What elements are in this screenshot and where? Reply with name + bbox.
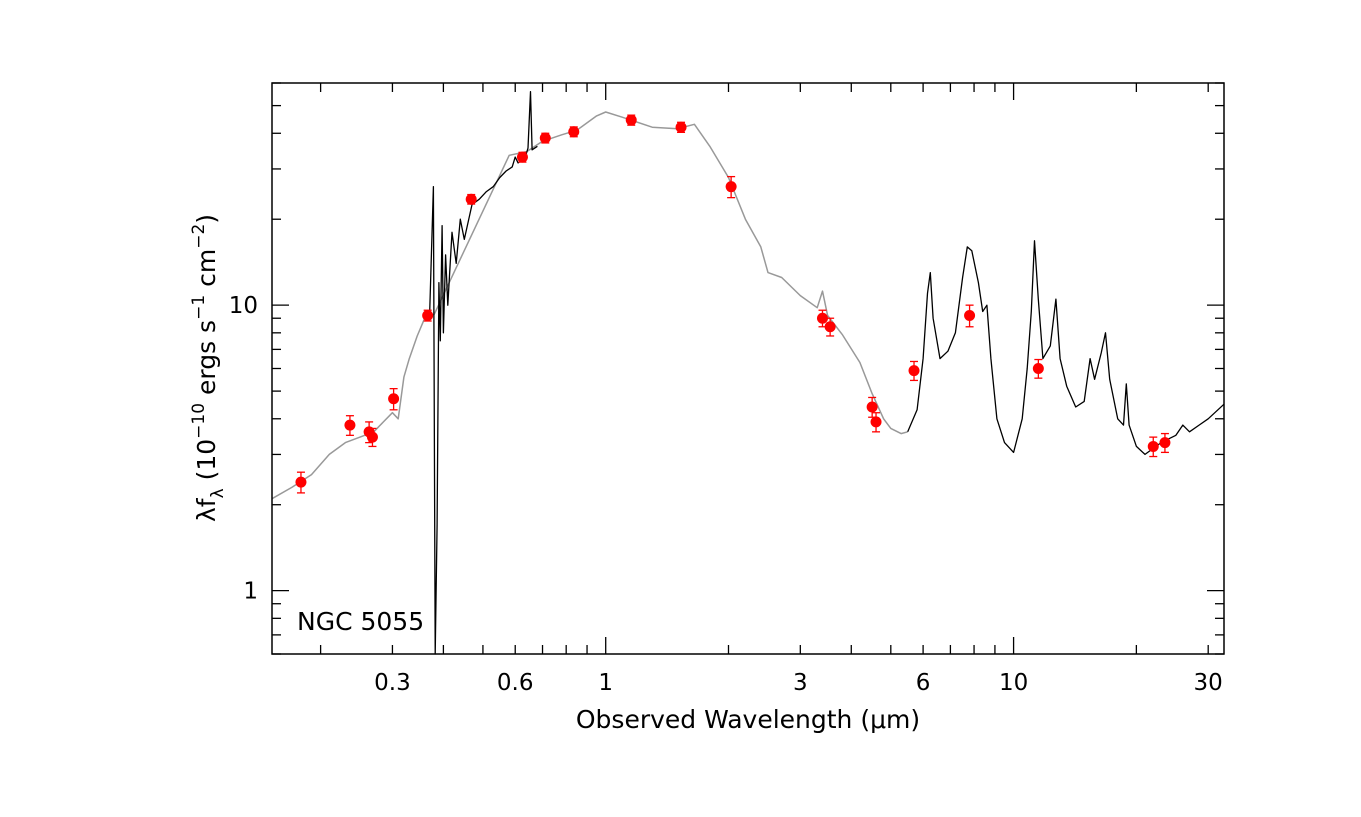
x-tick-label: 0.6 (497, 670, 534, 696)
y-label-cm: cm (192, 249, 221, 295)
model-layer (271, 111, 908, 500)
data-point (516, 151, 528, 163)
data-point (725, 175, 737, 199)
x-tick-label: 6 (916, 670, 931, 696)
data-point-marker (1147, 440, 1159, 452)
model-line (271, 111, 908, 500)
data-point-marker (964, 310, 976, 322)
x-tick-label: 1 (598, 670, 613, 696)
data-point (539, 132, 551, 144)
data-point-marker (824, 321, 836, 333)
data-point-marker (344, 419, 356, 431)
data-point-marker (422, 310, 434, 322)
y-label-exp1: −10 (189, 403, 209, 439)
x-axis-tick-labels: 0.3 0.6 1 3 6 10 30 (374, 670, 1223, 696)
data-point (1147, 436, 1159, 458)
data-point (870, 412, 882, 433)
y-label-mid: ergs s (192, 320, 221, 403)
data-point-marker (1032, 363, 1044, 374)
data-point-marker (625, 114, 637, 126)
y-axis-tick-labels: 1 10 (229, 293, 258, 605)
y-label-close: ) (192, 214, 221, 224)
y-axis-ticks (272, 82, 1224, 655)
data-point-marker (870, 416, 882, 428)
y-label-exp3: −2 (189, 224, 209, 249)
y-label-open: (10 (192, 439, 221, 489)
data-point (866, 396, 878, 418)
data-point-marker (516, 151, 528, 163)
data-point (366, 427, 378, 448)
data-point-marker (675, 121, 687, 133)
data-point-marker (908, 365, 920, 377)
data-point (295, 471, 307, 494)
y-tick-label: 10 (229, 293, 258, 319)
data-point (1159, 432, 1171, 454)
spectrum-line-3 (907, 240, 1225, 456)
data-point-marker (388, 393, 400, 405)
data-point (465, 193, 477, 205)
data-point (816, 309, 828, 328)
data-point-marker (866, 401, 878, 413)
data-point (1032, 358, 1044, 379)
data-point-marker (725, 181, 737, 193)
x-axis-ticks (319, 83, 1209, 654)
data-point-marker (539, 132, 551, 144)
galaxy-label: NGC 5055 (297, 607, 424, 636)
data-point-marker (295, 476, 307, 488)
x-tick-label: 0.3 (374, 670, 411, 696)
data-point (824, 317, 836, 337)
y-axis-label: λfλ (10−10 ergs s−1 cm−2) (189, 214, 228, 522)
x-tick-label: 10 (999, 670, 1028, 696)
y-label-lambda: λf (192, 497, 221, 522)
data-point (568, 126, 580, 138)
y-tick-label: 1 (243, 579, 258, 605)
data-point-marker (816, 312, 828, 324)
data-point (422, 309, 434, 322)
data-point (908, 360, 920, 382)
x-tick-label: 30 (1194, 670, 1223, 696)
data-point-marker (465, 193, 477, 205)
data-point (625, 114, 637, 126)
data-point-marker (568, 126, 580, 138)
data-point-marker (1159, 437, 1171, 449)
data-point (388, 388, 400, 411)
photometry-points (295, 114, 1171, 494)
x-tick-label: 3 (793, 670, 808, 696)
data-point (964, 304, 976, 328)
data-point-marker (366, 431, 378, 443)
data-point (344, 415, 356, 436)
y-label-exp2: −1 (189, 295, 209, 320)
x-axis-label: Observed Wavelength (μm) (576, 705, 920, 734)
y-label-subscript: λ (208, 488, 228, 498)
data-point (675, 121, 687, 133)
